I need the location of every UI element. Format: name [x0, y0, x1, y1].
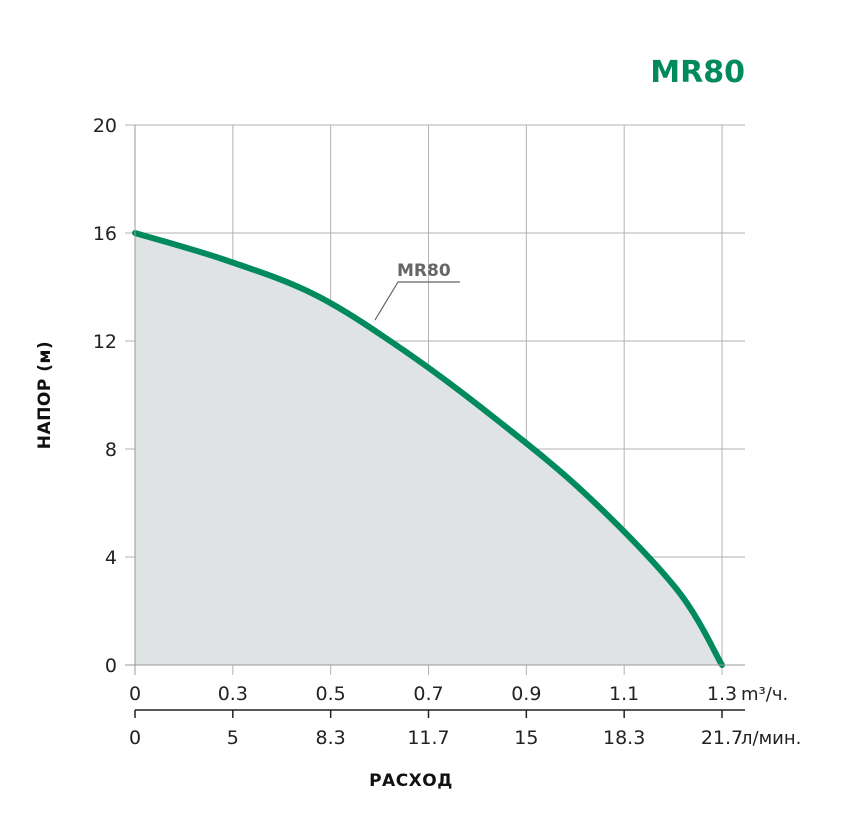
series-label: MR80 — [397, 261, 451, 281]
x-tick-label-primary: 0.5 — [316, 683, 346, 705]
x-axis-title: РАСХОД — [369, 771, 453, 791]
x-tick-label-secondary: 0 — [129, 727, 141, 749]
series-area-fill — [135, 233, 722, 665]
series-label-leader — [374, 281, 460, 321]
y-tick-label: 4 — [105, 547, 117, 569]
x-tick-label-secondary: 21.7 — [701, 727, 743, 749]
x-tick-label-secondary: 18.3 — [603, 727, 645, 749]
annotation-layer: MR80 — [125, 125, 745, 675]
y-tick-label: 8 — [105, 439, 117, 461]
x-tick-label-secondary: 8.3 — [316, 727, 346, 749]
x-tick-label-secondary: 11.7 — [407, 727, 449, 749]
x-tick-label-primary: 0.9 — [511, 683, 541, 705]
tick-layer: 048121620000.350.58.30.711.70.9151.118.3… — [93, 115, 802, 749]
y-tick-label: 20 — [93, 115, 117, 137]
x-primary-unit: m³/ч. — [741, 684, 788, 705]
y-axis-title: НАПОР (м) — [35, 341, 55, 449]
x-tick-label-primary: 1.1 — [609, 683, 639, 705]
y-tick-label: 0 — [105, 655, 117, 677]
chart-title: MR80 — [650, 55, 745, 90]
x-tick-label-primary: 0.3 — [218, 683, 248, 705]
x-tick-label-primary: 0.7 — [413, 683, 443, 705]
y-tick-label: 12 — [93, 331, 117, 353]
x-secondary-unit: л/мин. — [741, 728, 801, 749]
x-tick-label-primary: 0 — [129, 683, 141, 705]
y-tick-label: 16 — [93, 223, 117, 245]
x-tick-label-secondary: 5 — [227, 727, 239, 749]
x-tick-label-secondary: 15 — [514, 727, 538, 749]
x-tick-label-primary: 1.3 — [707, 683, 737, 705]
series-line — [132, 230, 725, 668]
